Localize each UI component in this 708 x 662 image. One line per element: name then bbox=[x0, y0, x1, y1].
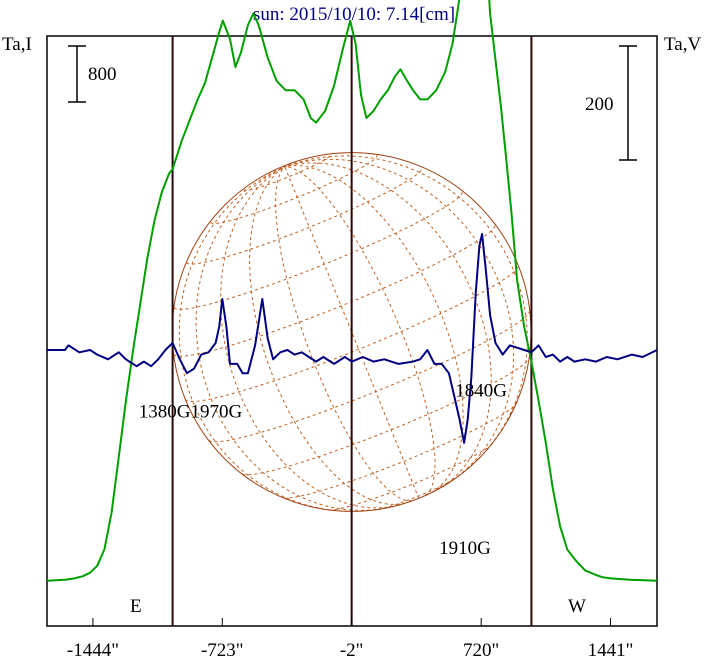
disk-grid-line bbox=[173, 224, 496, 357]
disk-grid-line bbox=[243, 154, 331, 191]
x-tick-label: 1441" bbox=[588, 640, 634, 661]
polarization-scale-bar: 200 bbox=[585, 45, 637, 161]
annotations: 1380G1970G 1840G 1910G bbox=[139, 380, 508, 559]
disk-grid-line bbox=[208, 310, 531, 443]
disk-grid-line bbox=[242, 358, 530, 476]
series-line-1 bbox=[47, 233, 658, 444]
disk-grid-line bbox=[173, 191, 463, 310]
field-strength-label: 1380G1970G bbox=[139, 401, 243, 422]
y-axis-label-left: Ta,I bbox=[2, 34, 32, 55]
east-limb-label: E bbox=[130, 596, 142, 617]
x-axis: -1444" -723" -2" 720" 1441" bbox=[67, 618, 634, 661]
field-strength-label: 1910G bbox=[439, 538, 491, 559]
disk-grid-line bbox=[284, 162, 492, 491]
disk-grid-line bbox=[284, 155, 528, 459]
intensity-scale-bar: 800 bbox=[68, 45, 117, 103]
series-layer bbox=[46, 0, 658, 582]
disk-grid-line bbox=[377, 477, 457, 510]
disk-grid-line bbox=[328, 443, 492, 511]
disk-grid-line bbox=[284, 158, 515, 484]
disk-grid-line bbox=[178, 166, 349, 512]
disk-grid-line bbox=[184, 264, 519, 402]
chart-title: sun: 2015/10/10: 7.14[cm] bbox=[253, 4, 455, 25]
reference-lines bbox=[171, 36, 533, 626]
disk-grid-line bbox=[186, 167, 423, 265]
disk-grid-line bbox=[284, 166, 420, 499]
solar-disk bbox=[171, 152, 532, 512]
disk-grid-line bbox=[284, 166, 436, 496]
polarization-scale-bar-label: 200 bbox=[585, 94, 614, 115]
disk-grid-line bbox=[195, 166, 388, 511]
series-line-0 bbox=[46, 0, 658, 582]
disk-grid-line bbox=[220, 166, 401, 509]
disk-grid-line bbox=[283, 403, 517, 499]
x-tick-label: 720" bbox=[463, 640, 499, 661]
west-limb-label: W bbox=[568, 596, 586, 617]
disk-grid-line bbox=[284, 164, 464, 493]
x-tick-label: -1444" bbox=[67, 640, 119, 661]
field-strength-label: 1840G bbox=[455, 380, 507, 401]
x-tick-label: -723" bbox=[201, 640, 244, 661]
disk-grid-line bbox=[249, 166, 406, 505]
disk-grid-line bbox=[275, 166, 413, 502]
intensity-scale-bar-label: 800 bbox=[88, 64, 117, 85]
disk-coordinate-grid bbox=[173, 154, 531, 512]
x-tick-label: -2" bbox=[340, 640, 364, 661]
y-axis-label-right: Ta,V bbox=[664, 34, 701, 55]
disk-grid-line bbox=[210, 155, 378, 224]
